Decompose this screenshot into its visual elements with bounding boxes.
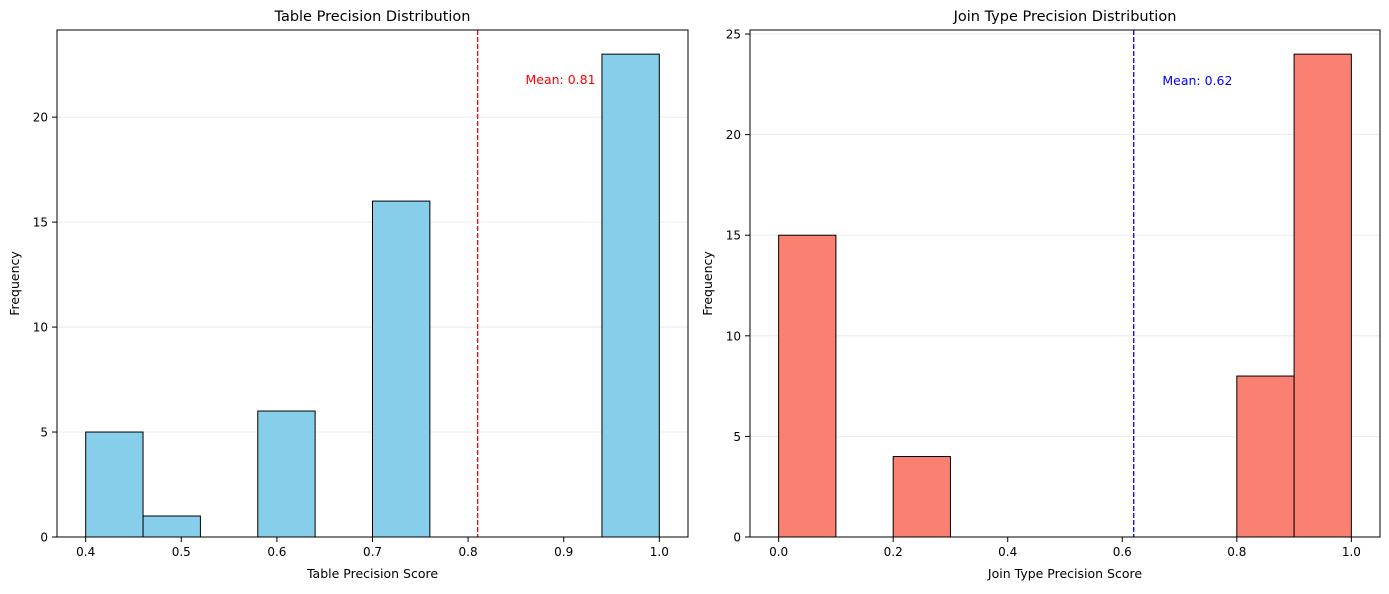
y-axis-label: Frequency	[7, 251, 22, 316]
x-tick-label: 0.2	[884, 545, 903, 559]
x-tick-label: 0.8	[1227, 545, 1246, 559]
histogram-bar	[1293, 53, 1352, 538]
y-tick-label: 5	[40, 426, 48, 440]
x-tick-label: 0.4	[998, 545, 1017, 559]
y-tick-label: 0	[40, 531, 48, 545]
chart-title: Join Type Precision Distribution	[953, 9, 1177, 25]
histogram-bar	[1236, 375, 1295, 538]
x-axis-label: Join Type Precision Score	[987, 566, 1142, 581]
histogram-bar	[142, 515, 201, 538]
x-axis-label: Table Precision Score	[306, 566, 438, 581]
histogram-bar	[892, 456, 951, 538]
x-tick-label: 0.9	[554, 545, 573, 559]
x-tick-label: 1.0	[1342, 545, 1361, 559]
y-tick-label: 0	[733, 531, 741, 545]
y-tick-label: 15	[726, 229, 741, 243]
table-precision-panel: Table Precision Score Frequency 0.4 0.5 0.…	[7, 9, 689, 581]
x-tick-label: 0.0	[769, 545, 788, 559]
histogram-bar	[372, 200, 431, 538]
y-tick-label: 15	[33, 216, 48, 230]
x-tick-label: 1.0	[650, 545, 669, 559]
histogram-bar	[778, 234, 837, 538]
axes-frame	[749, 29, 1381, 538]
x-tick-label: 0.4	[76, 545, 95, 559]
x-tick-label: 0.6	[267, 545, 286, 559]
y-tick-label: 10	[726, 329, 741, 343]
chart-title: Table Precision Distribution	[273, 9, 470, 25]
y-tick-label: 25	[726, 28, 741, 42]
y-tick-label: 20	[33, 111, 48, 125]
x-tick-label: 0.5	[172, 545, 191, 559]
y-axis-label: Frequency	[700, 251, 715, 316]
y-tick-label: 10	[33, 321, 48, 335]
x-tick-label: 0.7	[363, 545, 382, 559]
y-tick-label: 5	[733, 430, 741, 444]
join-type-precision-panel: Join Type Precision Score Frequency 0.0 0…	[700, 9, 1381, 581]
histogram-bar	[85, 431, 144, 538]
x-tick-label: 0.8	[459, 545, 478, 559]
mean-annotation: Mean: 0.81	[525, 72, 595, 87]
y-tick-label: 20	[726, 128, 741, 142]
histogram-bar	[257, 410, 316, 538]
mean-annotation: Mean: 0.62	[1162, 73, 1232, 88]
histogram-bar	[601, 53, 660, 538]
x-tick-label: 0.6	[1113, 545, 1132, 559]
